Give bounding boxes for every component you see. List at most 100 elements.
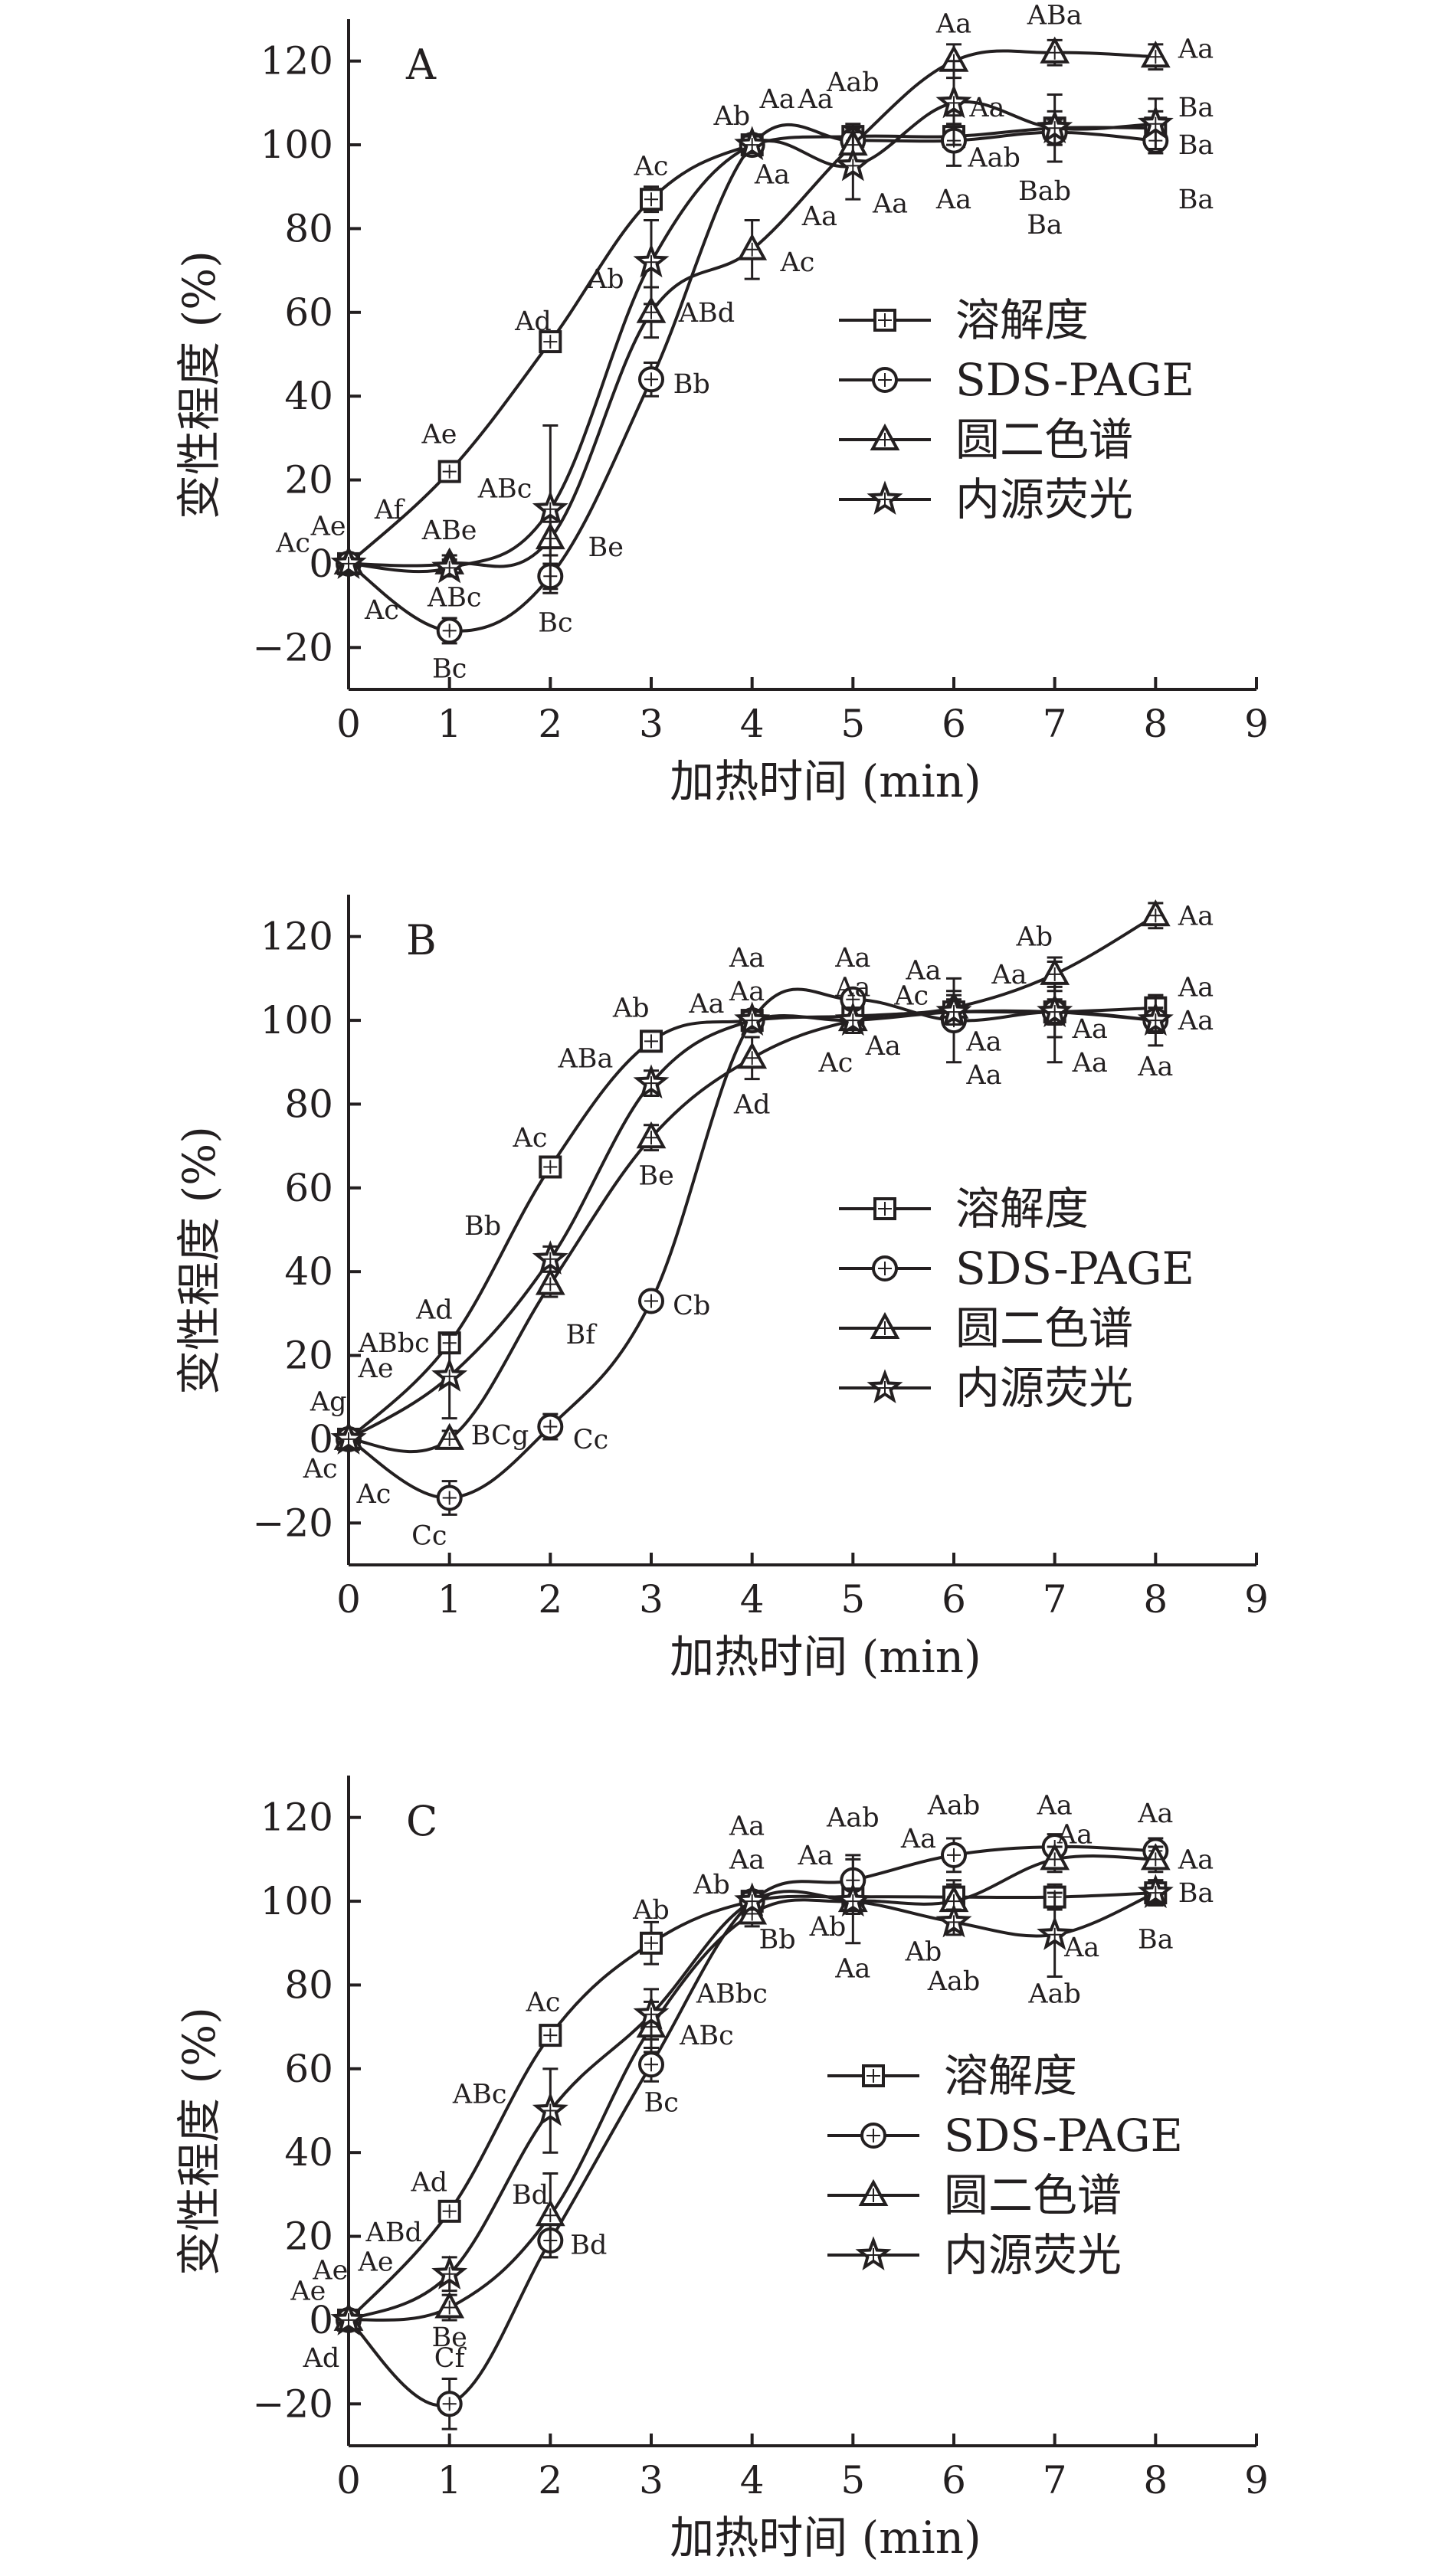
series-star: [330, 993, 1174, 1455]
legend-label: 内源荧光: [955, 1362, 1133, 1414]
x-tick-label: 6: [942, 1577, 966, 1622]
legend-entry: 圆二色谱: [839, 414, 1133, 466]
significance-label: Aa: [834, 1954, 870, 1985]
significance-label: Ac: [526, 1987, 561, 2018]
y-tick-label: −20: [252, 1501, 333, 1545]
panel-letter: B: [406, 916, 437, 964]
significance-label: Cc: [573, 1425, 608, 1455]
triangle-marker: [1140, 1843, 1171, 1871]
significance-label: Aa: [968, 93, 1004, 123]
significance-label: Bc: [644, 2088, 679, 2119]
y-axis-title: 变性程度 (%): [173, 250, 225, 519]
y-tick-label: 0: [309, 1417, 333, 1461]
star-marker: [633, 1995, 670, 2030]
y-tick-label: 60: [284, 2047, 333, 2091]
circle-marker: [638, 2051, 664, 2078]
legend-entry: 溶解度: [839, 294, 1089, 346]
significance-label: Aa: [1178, 1844, 1214, 1875]
legend-square-marker: [873, 1197, 896, 1220]
y-axis-title: 变性程度 (%): [173, 2007, 225, 2276]
significance-label: Aab: [826, 67, 880, 98]
legend-triangle-marker: [870, 1311, 900, 1339]
star-marker: [1137, 1001, 1174, 1036]
circle-marker: [638, 366, 664, 393]
significance-label: Aa: [1072, 1048, 1108, 1079]
square-marker: [640, 1029, 663, 1053]
significance-label: Bb: [673, 369, 710, 400]
legend-circle-marker: [860, 2123, 886, 2149]
significance-label: Aa: [801, 201, 837, 232]
panel-letter: C: [406, 1797, 437, 1845]
significance-label: ABbc: [358, 1328, 430, 1359]
x-tick-label: 8: [1143, 702, 1168, 746]
significance-label: Ae: [358, 2247, 394, 2277]
circle-marker: [436, 2391, 463, 2417]
square-marker: [640, 1931, 663, 1955]
significance-label: Aa: [1137, 1052, 1173, 1082]
legend-label: SDS-PAGE: [955, 354, 1194, 406]
star-marker: [935, 83, 972, 119]
y-tick-label: 40: [284, 374, 333, 418]
significance-label: Aa: [798, 84, 834, 115]
significance-label: Ab: [905, 1937, 942, 1968]
significance-label: Ae: [358, 1353, 394, 1384]
x-tick-label: 8: [1143, 1577, 1168, 1622]
triangle-marker: [636, 1121, 667, 1149]
star-marker: [734, 1882, 771, 1917]
significance-label: Ba: [1138, 1924, 1174, 1955]
legend-square-marker: [862, 2064, 885, 2087]
significance-label: ABbc: [696, 1979, 768, 2009]
circle-marker: [638, 1288, 664, 1314]
series-line: [347, 1891, 1156, 2322]
significance-label: Ab: [587, 264, 624, 295]
x-tick-label: 4: [740, 2458, 765, 2502]
significance-label: Aab: [967, 142, 1020, 173]
legend-label: 圆二色谱: [955, 1302, 1133, 1354]
x-tick-label: 2: [538, 702, 562, 746]
significance-label: Ac: [303, 1454, 338, 1484]
significance-label: Aa: [729, 1812, 765, 1842]
legend-label: 圆二色谱: [944, 2169, 1122, 2221]
x-tick-label: 4: [740, 1577, 765, 1622]
triangle-marker: [434, 2291, 465, 2319]
circle-marker: [537, 1413, 564, 1440]
x-tick-label: 3: [639, 702, 663, 746]
x-tick-label: 6: [942, 702, 966, 746]
significance-label: Ad: [733, 1089, 771, 1120]
y-tick-label: 120: [260, 915, 333, 959]
significance-label: Aab: [927, 1790, 981, 1821]
star-marker: [330, 545, 367, 579]
significance-label: Aa: [872, 189, 908, 220]
series-line: [348, 1854, 1156, 2322]
triangle-marker: [636, 296, 667, 323]
legend-entry: 圆二色谱: [827, 2169, 1122, 2221]
significance-label: ABc: [679, 2021, 734, 2051]
series-line: [347, 987, 1156, 1500]
y-tick-label: 20: [284, 2214, 333, 2259]
x-tick-label: 9: [1244, 2458, 1269, 2502]
x-tick-label: 7: [1043, 2458, 1067, 2502]
y-tick-label: −20: [252, 2381, 333, 2426]
significance-label: Bd: [570, 2231, 607, 2261]
y-tick-label: 80: [284, 1962, 333, 2007]
triangle-marker: [535, 1268, 565, 1295]
significance-label: Ae: [421, 419, 457, 450]
star-marker: [330, 2301, 367, 2335]
x-axis-title: 加热时间 (min): [670, 1631, 981, 1683]
significance-label: Ac: [364, 595, 399, 626]
significance-label: Aa: [935, 185, 971, 215]
star-marker: [431, 2255, 468, 2290]
significance-label: Be: [431, 2322, 467, 2353]
star-marker: [834, 146, 871, 182]
significance-label: Ac: [355, 1479, 391, 1510]
star-marker: [431, 548, 468, 584]
legend-label: 圆二色谱: [955, 414, 1133, 466]
significance-label: ABc: [477, 474, 532, 505]
series-line: [347, 123, 1156, 633]
y-tick-label: 40: [284, 1249, 333, 1294]
significance-label: Ag: [310, 1387, 347, 1418]
